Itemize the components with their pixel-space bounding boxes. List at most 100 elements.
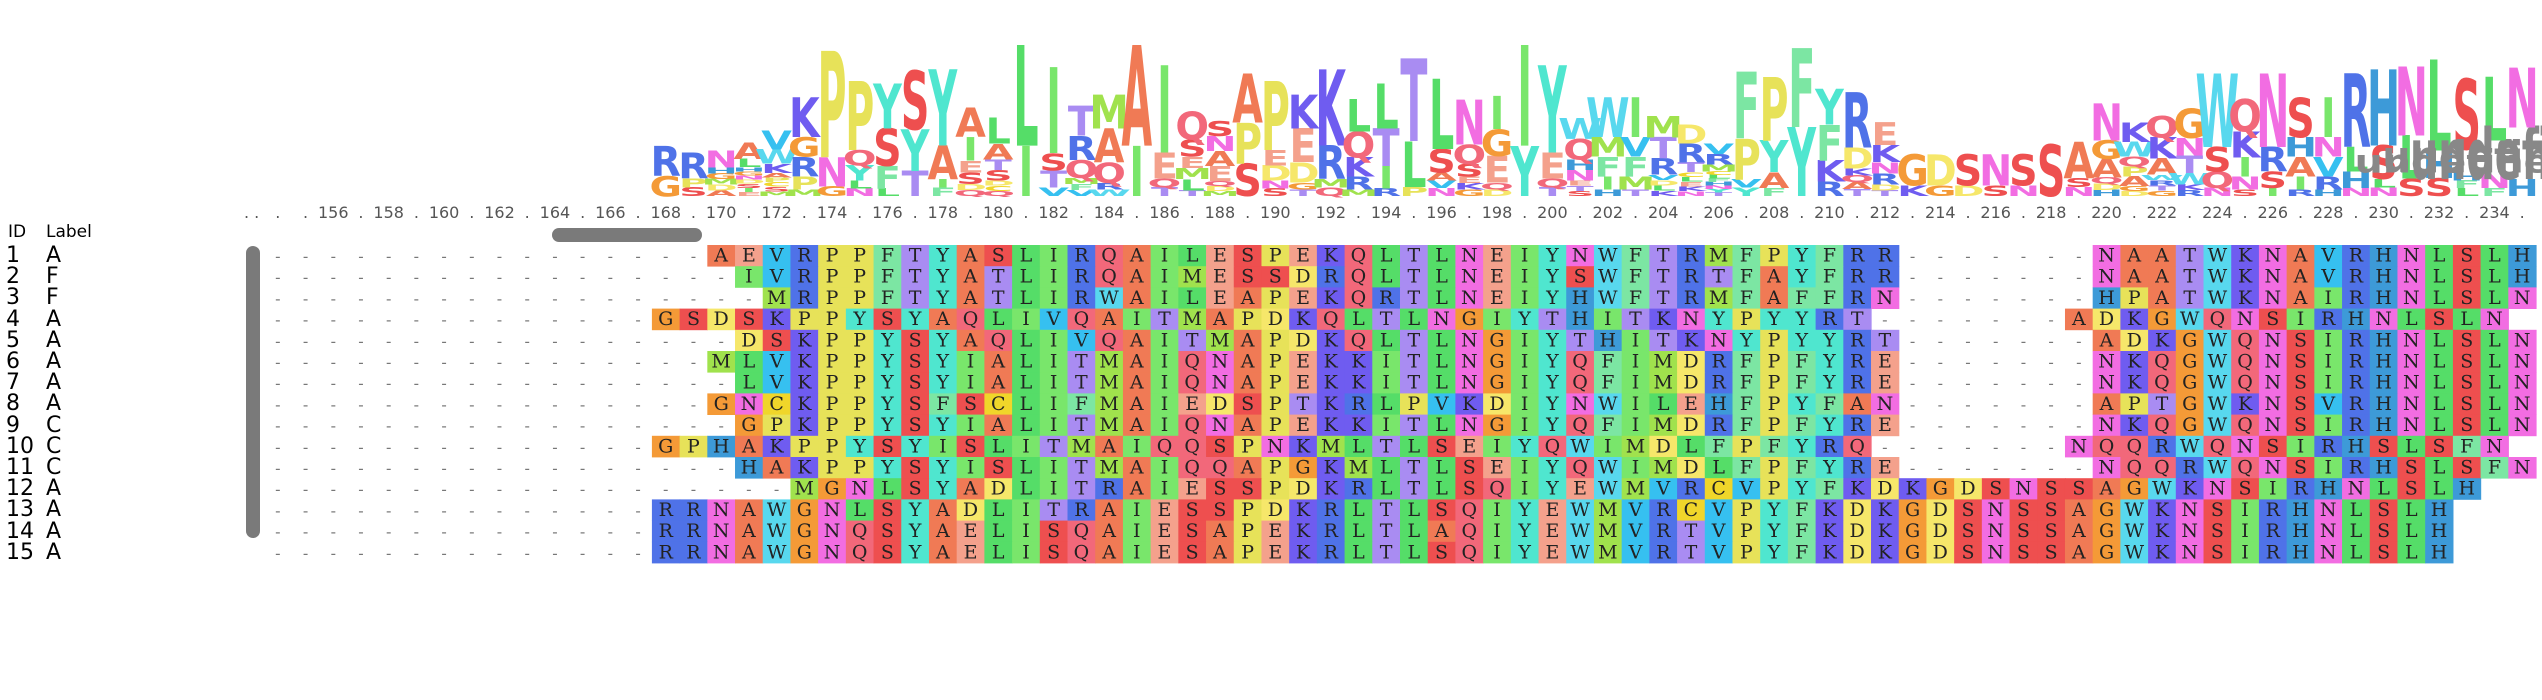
residue-cell[interactable]	[1787, 393, 1817, 415]
residue-cell[interactable]	[1704, 393, 1734, 415]
residue-cell[interactable]	[2203, 414, 2232, 437]
residue-cell[interactable]	[707, 245, 736, 267]
residue-cell[interactable]	[1122, 541, 1152, 564]
residue-cell[interactable]	[1289, 541, 1318, 564]
residue-cell[interactable]	[1593, 520, 1623, 543]
residue-cell[interactable]	[2231, 393, 2260, 415]
residue-cell[interactable]	[1178, 435, 1207, 458]
residue-cell[interactable]	[2009, 499, 2038, 521]
residue-cell[interactable]	[2064, 308, 2094, 331]
residue-cell[interactable]	[1843, 372, 1872, 394]
residue-cell[interactable]	[1122, 457, 1152, 479]
residue-cell[interactable]	[2148, 520, 2177, 543]
residue-cell[interactable]	[1261, 308, 1290, 331]
residue-cell[interactable]	[1372, 457, 1401, 479]
residue-cell[interactable]	[1067, 329, 1096, 352]
residue-cell[interactable]	[2425, 329, 2454, 352]
residue-cell[interactable]	[2175, 372, 2205, 394]
residue-cell[interactable]	[1483, 478, 1512, 500]
residue-cell[interactable]	[2037, 520, 2066, 543]
residue-cell[interactable]	[1344, 266, 1373, 288]
residue-cell[interactable]	[2452, 393, 2482, 415]
residue-cell[interactable]	[735, 520, 764, 543]
residue-cell[interactable]	[1206, 329, 1235, 352]
residue-cell[interactable]	[2092, 266, 2121, 288]
residue-cell[interactable]	[2258, 435, 2288, 458]
residue-cell[interactable]	[873, 457, 902, 479]
residue-cell[interactable]	[2258, 372, 2288, 394]
residue-cell[interactable]	[1372, 478, 1401, 500]
residue-cell[interactable]	[2009, 520, 2038, 543]
residue-cell[interactable]	[1704, 414, 1734, 437]
residue-cell[interactable]	[1954, 520, 1983, 543]
residue-cell[interactable]	[1677, 541, 1706, 564]
residue-cell[interactable]	[1732, 308, 1761, 331]
residue-cell[interactable]	[1843, 414, 1872, 437]
residue-cell[interactable]	[2369, 329, 2399, 352]
residue-cell[interactable]	[735, 393, 764, 415]
residue-cell[interactable]	[762, 435, 792, 458]
residue-cell[interactable]	[1871, 351, 1900, 373]
residue-cell[interactable]	[928, 308, 958, 331]
residue-cell[interactable]	[1760, 499, 1789, 521]
residue-cell[interactable]	[928, 435, 958, 458]
residue-cell[interactable]	[1316, 245, 1346, 267]
residue-cell[interactable]	[2508, 245, 2537, 267]
residue-cell[interactable]	[762, 308, 792, 331]
residue-cell[interactable]	[1400, 520, 1429, 543]
residue-cell[interactable]	[2175, 351, 2205, 373]
residue-cell[interactable]	[818, 520, 847, 543]
residue-cell[interactable]	[735, 308, 764, 331]
residue-cell[interactable]	[1344, 414, 1373, 437]
residue-cell[interactable]	[1289, 351, 1318, 373]
residue-cell[interactable]	[2120, 308, 2149, 331]
residue-cell[interactable]	[2092, 245, 2121, 267]
residue-cell[interactable]	[2508, 287, 2537, 309]
residue-cell[interactable]	[2231, 351, 2260, 373]
residue-cell[interactable]	[1593, 287, 1623, 309]
residue-cell[interactable]	[1483, 329, 1512, 352]
residue-cell[interactable]	[790, 457, 819, 479]
residue-cell[interactable]	[2369, 414, 2399, 437]
residue-cell[interactable]	[2148, 414, 2177, 437]
residue-cell[interactable]	[1566, 245, 1595, 267]
residue-cell[interactable]	[1178, 499, 1207, 521]
residue-cell[interactable]	[1732, 414, 1761, 437]
residue-cell[interactable]	[1871, 287, 1900, 309]
residue-cell[interactable]	[762, 329, 792, 352]
residue-cell[interactable]	[651, 308, 681, 331]
residue-cell[interactable]	[1178, 520, 1207, 543]
residue-cell[interactable]	[2037, 478, 2066, 500]
horizontal-scroll-thumb[interactable]	[552, 228, 702, 242]
residue-cell[interactable]	[1067, 245, 1096, 267]
residue-cell[interactable]	[1787, 266, 1817, 288]
residue-cell[interactable]	[2342, 329, 2371, 352]
residue-cell[interactable]	[790, 520, 819, 543]
residue-cell[interactable]	[1372, 393, 1401, 415]
residue-cell[interactable]	[1704, 287, 1734, 309]
residue-cell[interactable]	[762, 414, 792, 437]
residue-cell[interactable]	[956, 245, 985, 267]
residue-cell[interactable]	[2342, 308, 2371, 331]
residue-cell[interactable]	[1233, 245, 1263, 267]
residue-cell[interactable]	[1400, 393, 1429, 415]
residue-cell[interactable]	[1566, 372, 1595, 394]
residue-cell[interactable]	[1483, 435, 1512, 458]
residue-cell[interactable]	[1732, 351, 1761, 373]
residue-cell[interactable]	[1815, 414, 1844, 437]
residue-cell[interactable]	[1150, 499, 1179, 521]
residue-cell[interactable]	[2425, 308, 2454, 331]
residue-cell[interactable]	[2286, 414, 2315, 437]
residue-cell[interactable]	[762, 520, 792, 543]
residue-cell[interactable]	[1455, 372, 1484, 394]
residue-cell[interactable]	[873, 351, 902, 373]
residue-cell[interactable]	[1122, 435, 1152, 458]
residue-cell[interactable]	[790, 499, 819, 521]
residue-cell[interactable]	[1593, 245, 1623, 267]
residue-cell[interactable]	[1593, 414, 1623, 437]
residue-cell[interactable]	[1871, 478, 1900, 500]
residue-cell[interactable]	[1095, 287, 1124, 309]
residue-cell[interactable]	[2258, 245, 2288, 267]
residue-cell[interactable]	[1843, 435, 1872, 458]
